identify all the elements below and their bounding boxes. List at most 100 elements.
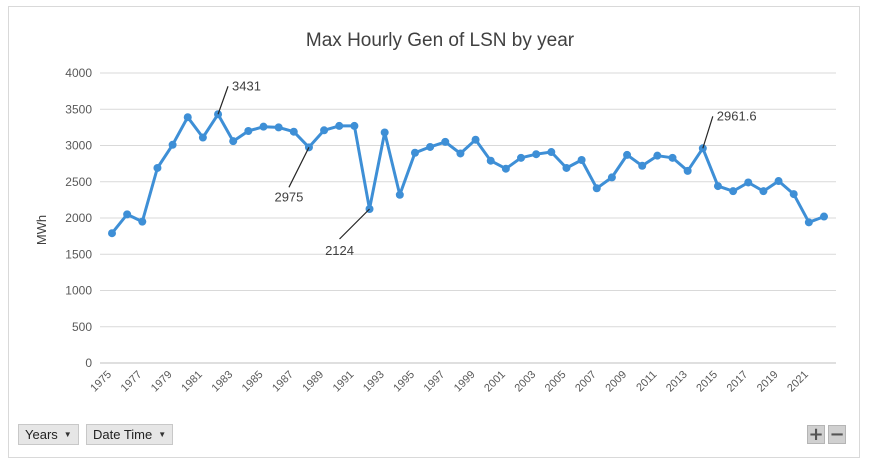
data-point bbox=[517, 153, 526, 162]
data-point bbox=[274, 123, 283, 132]
data-point bbox=[683, 166, 692, 175]
data-point bbox=[759, 187, 768, 196]
years-field-label: Years bbox=[25, 427, 58, 442]
y-tick-label: 4000 bbox=[65, 66, 92, 80]
data-point bbox=[577, 156, 586, 164]
dropdown-arrow-icon: ▼ bbox=[158, 430, 167, 439]
data-point bbox=[774, 177, 783, 186]
x-tick-label: 1983 bbox=[210, 369, 236, 395]
x-tick-label: 1977 bbox=[119, 369, 145, 395]
data-point bbox=[320, 126, 329, 135]
data-point bbox=[456, 149, 465, 158]
data-point bbox=[153, 163, 162, 172]
y-tick-label: 1500 bbox=[65, 247, 92, 261]
data-point bbox=[729, 187, 738, 196]
minus-icon: − bbox=[829, 423, 845, 445]
data-point bbox=[395, 190, 404, 199]
y-tick-label: 500 bbox=[72, 320, 92, 334]
x-tick-label: 1999 bbox=[452, 369, 478, 395]
data-point bbox=[547, 148, 556, 157]
y-tick-label: 3500 bbox=[65, 102, 92, 116]
data-point bbox=[744, 178, 753, 187]
years-field-button[interactable]: Years ▼ bbox=[18, 424, 79, 445]
x-tick-label: 1989 bbox=[300, 369, 326, 395]
x-tick-label: 2001 bbox=[482, 369, 508, 395]
y-tick-label: 2500 bbox=[65, 175, 92, 189]
annotation-leader-line bbox=[217, 86, 229, 115]
data-point bbox=[638, 161, 647, 170]
x-tick-label: 2021 bbox=[785, 369, 811, 395]
x-tick-label: 2007 bbox=[573, 369, 599, 395]
x-tick-label: 2019 bbox=[755, 369, 781, 395]
data-point bbox=[623, 150, 632, 159]
y-tick-label: 1000 bbox=[65, 284, 92, 298]
chart-frame bbox=[8, 6, 860, 458]
annotation-leader-line bbox=[702, 116, 714, 149]
data-point bbox=[259, 122, 268, 131]
x-tick-label: 2003 bbox=[512, 369, 538, 395]
annotation-label: 2975 bbox=[274, 189, 303, 204]
data-point bbox=[289, 127, 298, 136]
data-point bbox=[532, 150, 541, 159]
x-tick-label: 1981 bbox=[179, 369, 205, 395]
data-point bbox=[380, 128, 389, 137]
data-point bbox=[562, 163, 571, 172]
data-point bbox=[804, 218, 813, 227]
x-tick-label: 1991 bbox=[331, 369, 357, 395]
data-point bbox=[183, 113, 192, 122]
datetime-field-button[interactable]: Date Time ▼ bbox=[86, 424, 174, 445]
y-tick-label: 0 bbox=[85, 356, 92, 370]
zoom-out-button[interactable]: − bbox=[828, 425, 846, 444]
y-tick-label: 2000 bbox=[65, 211, 92, 225]
data-point bbox=[335, 121, 344, 130]
annotation-leader-line bbox=[339, 208, 370, 240]
plus-icon: + bbox=[808, 423, 824, 445]
data-point bbox=[789, 190, 798, 199]
data-point bbox=[108, 229, 116, 238]
data-point bbox=[244, 127, 253, 135]
data-point bbox=[820, 212, 828, 221]
data-point bbox=[426, 142, 435, 151]
x-tick-label: 2013 bbox=[664, 369, 690, 395]
x-tick-label: 2017 bbox=[725, 369, 751, 395]
x-tick-label: 2011 bbox=[634, 369, 659, 394]
annotation-label: 3431 bbox=[232, 78, 261, 93]
data-point bbox=[350, 121, 359, 130]
data-point bbox=[653, 151, 662, 160]
data-point bbox=[123, 210, 132, 219]
x-tick-label: 1995 bbox=[391, 369, 417, 395]
x-tick-label: 1997 bbox=[422, 369, 448, 395]
chart-title: Max Hourly Gen of LSN by year bbox=[306, 30, 575, 51]
data-point bbox=[410, 148, 419, 157]
dropdown-arrow-icon: ▼ bbox=[63, 430, 72, 439]
x-tick-label: 1975 bbox=[88, 369, 114, 395]
data-point bbox=[713, 182, 722, 191]
annotation-label: 2961.6 bbox=[717, 108, 757, 123]
x-tick-label: 1993 bbox=[361, 369, 387, 395]
y-tick-label: 3000 bbox=[65, 139, 92, 153]
data-point bbox=[501, 164, 510, 173]
x-tick-label: 2009 bbox=[603, 369, 629, 395]
data-point bbox=[138, 217, 147, 226]
y-axis-label: MWh bbox=[34, 215, 49, 245]
x-tick-label: 2015 bbox=[694, 369, 720, 395]
data-point bbox=[441, 137, 450, 146]
annotation-label: 2124 bbox=[325, 243, 354, 258]
x-tick-label: 1979 bbox=[149, 369, 175, 395]
datetime-field-label: Date Time bbox=[93, 427, 153, 442]
annotation-leader-line bbox=[288, 147, 310, 188]
data-point bbox=[592, 184, 601, 193]
data-point bbox=[229, 137, 238, 146]
data-point bbox=[668, 153, 677, 162]
x-tick-label: 1987 bbox=[270, 369, 296, 395]
x-tick-label: 2005 bbox=[543, 369, 569, 395]
series-line bbox=[110, 112, 825, 235]
x-tick-label: 1985 bbox=[240, 369, 266, 395]
zoom-in-button[interactable]: + bbox=[807, 425, 825, 444]
data-point bbox=[168, 140, 177, 149]
data-point bbox=[198, 133, 207, 142]
data-point bbox=[486, 156, 495, 165]
data-point bbox=[607, 173, 616, 182]
data-point bbox=[471, 135, 480, 144]
